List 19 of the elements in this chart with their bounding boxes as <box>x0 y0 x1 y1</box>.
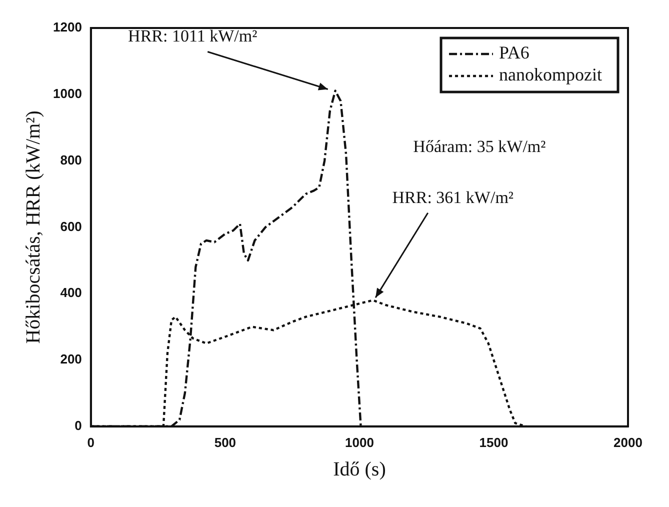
x-tick-label: 0 <box>87 434 95 450</box>
annotation: Hőáram: 35 kW/m² <box>413 136 546 156</box>
annotation: HRR: 1011 kW/m² <box>128 26 258 46</box>
y-tick-label: 400 <box>60 285 82 300</box>
legend-label: nanokompozit <box>499 64 602 85</box>
x-tick-label: 1500 <box>479 434 508 450</box>
x-tick-label: 500 <box>214 434 236 450</box>
y-tick-label: 1000 <box>53 86 82 101</box>
y-tick-label: 800 <box>60 152 82 168</box>
x-axis-title: Idő (s) <box>333 458 386 480</box>
y-tick-label: 0 <box>74 418 82 433</box>
x-tick-label: 2000 <box>614 434 642 450</box>
annotation: HRR: 361 kW/m² <box>392 188 514 207</box>
y-tick-label: 1200 <box>53 20 82 35</box>
y-tick-label: 200 <box>60 352 82 367</box>
legend-label: PA6 <box>499 42 530 63</box>
x-tick-label: 1000 <box>345 434 374 450</box>
y-axis-title: Hőkibocsátás, HRR (kW/m²) <box>22 110 44 344</box>
y-tick-label: 600 <box>60 218 82 234</box>
